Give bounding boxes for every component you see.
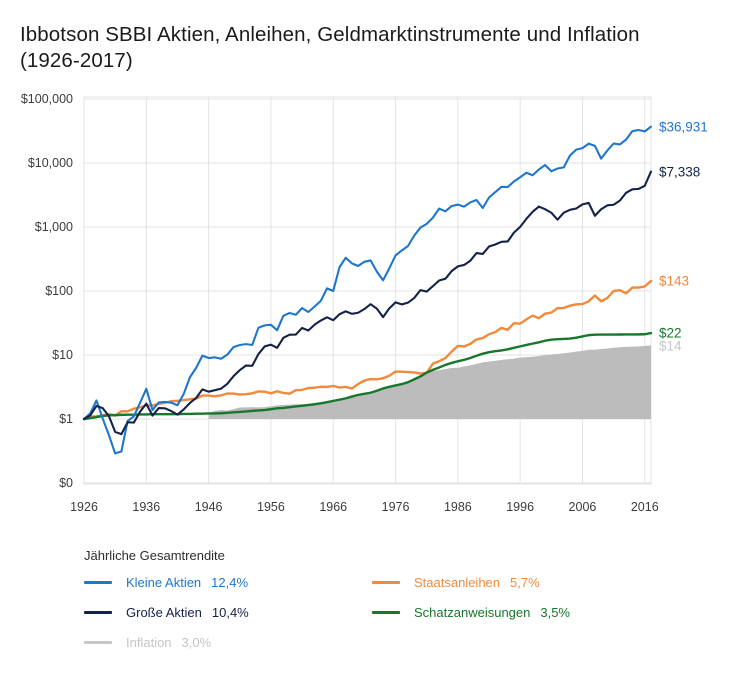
- legend-item[interactable]: Schatzanweisungen 3,5%: [372, 605, 570, 620]
- series-line-gov_bonds: [82, 279, 653, 421]
- series-end-label: $36,931: [659, 119, 708, 135]
- y-axis-tick-label: $1: [59, 412, 73, 426]
- legend-title: Jährliche Gesamtrendite: [84, 548, 225, 563]
- x-axis-tick-label: 1936: [132, 500, 161, 514]
- legend-color-swatch: [84, 611, 112, 614]
- legend-item-value: 3,0%: [181, 635, 212, 650]
- gridlines: [83, 97, 651, 484]
- legend-color-swatch: [372, 581, 400, 584]
- x-axis-tick-label: 1956: [257, 500, 285, 514]
- legend-item-label: Große Aktien: [126, 605, 202, 620]
- legend-item-label: Schatzanweisungen: [414, 605, 531, 620]
- series-end-label: $14: [659, 338, 682, 354]
- x-axis-tick-label: 1986: [443, 500, 472, 514]
- legend-item[interactable]: Staatsanleihen 5,7%: [372, 575, 540, 590]
- y-axis-tick-label: $100,000: [20, 92, 73, 106]
- x-axis-tick-label: 1926: [70, 500, 98, 514]
- legend-item[interactable]: Kleine Aktien 12,4%: [84, 575, 248, 590]
- series-end-label: $143: [659, 273, 690, 289]
- chart-legend: Jährliche Gesamtrendite Kleine Aktien 12,…: [84, 548, 704, 659]
- legend-item-label: Kleine Aktien: [126, 575, 202, 590]
- chart-svg: [82, 96, 653, 485]
- legend-item-value: 5,7%: [510, 575, 540, 590]
- y-axis-tick-label: $10,000: [27, 156, 73, 170]
- series-line-large_stocks: [82, 170, 653, 436]
- legend-item[interactable]: Große Aktien 10,4%: [84, 605, 249, 620]
- y-axis-tick-label: $1,000: [34, 220, 73, 234]
- y-axis-tick-label: $0: [59, 476, 73, 490]
- x-axis-tick-label: 2006: [568, 500, 597, 514]
- series-end-label: $22: [659, 325, 682, 341]
- legend-color-swatch: [84, 581, 112, 584]
- legend-item-value: 12,4%: [211, 575, 249, 590]
- y-axis-tick-label: $10: [52, 348, 73, 362]
- x-axis-tick-label: 2016: [630, 500, 659, 514]
- page-title: Ibbotson SBBI Aktien, Anleihen, Geldmark…: [20, 22, 640, 72]
- y-axis-tick-label: $100: [45, 284, 73, 298]
- x-axis-tick-label: 1946: [194, 500, 223, 514]
- series-area-inflation: [208, 345, 651, 419]
- legend-items: Kleine Aktien 12,4% Große Aktien 10,4% Infla…: [84, 575, 704, 659]
- series-line-small_stocks: [82, 125, 653, 455]
- legend-item-value: 3,5%: [540, 605, 570, 620]
- chart-plot-area: $100,000 $10,000 $1,000 $100 $10 $1 $0 1926 1936…: [20, 92, 708, 514]
- x-axis-tick-label: 1966: [319, 500, 348, 514]
- legend-item-label: Staatsanleihen: [414, 575, 501, 590]
- legend-item-value: 10,4%: [211, 605, 249, 620]
- series-end-label: $7,338: [659, 164, 701, 180]
- legend-item[interactable]: Inflation 3,0%: [84, 635, 211, 650]
- x-axis-tick-label: 1976: [381, 500, 410, 514]
- x-axis-tick-label: 1996: [506, 500, 535, 514]
- legend-item-label: Inflation: [126, 635, 172, 650]
- legend-color-swatch: [372, 611, 400, 614]
- legend-color-swatch: [84, 641, 112, 644]
